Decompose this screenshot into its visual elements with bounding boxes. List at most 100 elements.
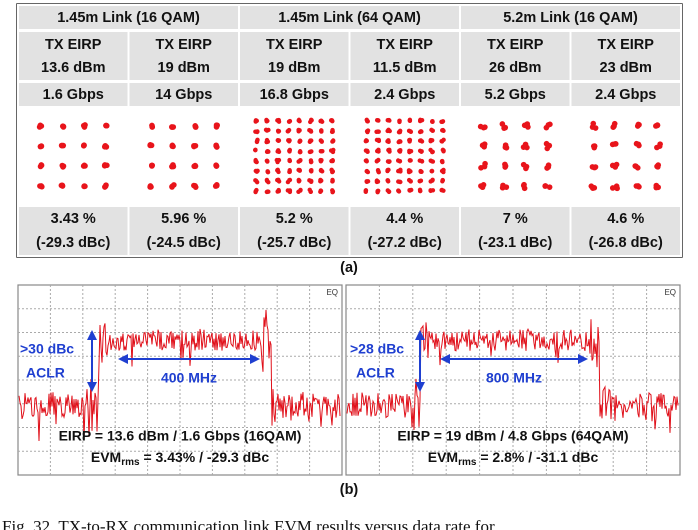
constellation-point — [254, 169, 260, 174]
constellation-point — [287, 168, 292, 173]
table-cell — [17, 205, 130, 257]
constellation-point — [255, 129, 260, 134]
constellation-point — [376, 118, 381, 123]
constellation-point — [376, 138, 382, 144]
group-header: 1.45m Link (64 QAM) — [278, 10, 421, 26]
table-cell — [569, 81, 682, 108]
data-rate: 1.6 Gbps — [43, 87, 104, 103]
constellation-point — [287, 119, 292, 124]
constellation-point — [523, 163, 530, 170]
constellation-point — [253, 147, 258, 153]
constellation-point — [80, 143, 87, 149]
constellation-point — [319, 138, 324, 144]
constellation-point — [169, 124, 175, 130]
constellation-point — [285, 128, 291, 134]
eirp-label: TX EIRP — [487, 37, 544, 53]
constellation-point — [524, 121, 531, 127]
constellation-point — [297, 158, 303, 164]
constellation-point — [387, 118, 392, 123]
constellation-point — [297, 149, 303, 154]
constellation-point — [396, 179, 401, 184]
data-rate: 14 Gbps — [155, 87, 212, 103]
constellation-point — [407, 148, 412, 154]
constellation-point — [590, 185, 596, 192]
constellation-point — [428, 158, 433, 163]
table-cell — [459, 107, 572, 206]
constellation-point — [418, 138, 424, 143]
eirp-value: 19 dBm — [268, 60, 320, 76]
eirp-value: 11.5 dBm — [373, 60, 437, 76]
constellation-point — [265, 139, 271, 144]
constellation-point — [654, 122, 661, 129]
constellation-point — [192, 123, 198, 129]
constellation-point — [385, 168, 390, 174]
constellation-point — [386, 127, 391, 133]
constellation-point — [276, 128, 282, 134]
constellation-point — [60, 164, 66, 170]
constellation-point — [213, 142, 219, 149]
constellation-point — [296, 177, 301, 183]
evm-percent: 4.4 % — [386, 211, 423, 227]
constellation-point — [265, 118, 270, 124]
constellation-point — [104, 162, 110, 169]
table-cell — [238, 205, 351, 257]
constellation-point — [298, 188, 303, 193]
constellation-point — [364, 148, 370, 154]
aclr-value: >30 dBc — [20, 341, 74, 357]
group-header: 5.2m Link (16 QAM) — [503, 10, 638, 26]
constellation-point — [212, 183, 219, 189]
constellation-point — [213, 163, 220, 169]
constellation-point — [171, 182, 177, 188]
constellation-point — [408, 129, 413, 134]
constellation-point — [254, 179, 260, 185]
constellation-point — [385, 188, 390, 193]
constellation-point — [428, 188, 433, 194]
constellation-point — [319, 128, 324, 133]
constellation-point — [147, 184, 153, 190]
constellation-point — [253, 159, 258, 164]
constellation-point — [319, 149, 324, 154]
evm-dbc: (-26.8 dBc) — [589, 235, 663, 251]
constellation-point — [363, 188, 369, 193]
constellation-point — [429, 119, 435, 124]
evm-percent: 5.96 % — [161, 211, 206, 227]
constellation-point — [385, 159, 391, 164]
constellation-point — [440, 179, 445, 184]
constellation-point — [297, 138, 303, 143]
figure-caption: Fig. 32. TX-to-RX communication link EVM… — [2, 517, 495, 530]
constellation-point — [330, 118, 335, 124]
constellation-point — [253, 189, 258, 194]
evm-dbc: (-23.1 dBc) — [478, 235, 552, 251]
evm-dbc: (-27.2 dBc) — [368, 235, 442, 251]
constellation-point — [296, 167, 301, 173]
constellation-point — [654, 144, 660, 151]
constellation-point — [365, 119, 370, 124]
constellation-point — [308, 189, 313, 195]
constellation-point — [406, 169, 412, 175]
constellation-point — [363, 138, 369, 144]
eirp-value: 13.6 dBm — [41, 60, 105, 76]
constellation-point — [309, 118, 314, 123]
constellation-point — [264, 177, 270, 183]
constellation-point — [385, 178, 391, 183]
constellation-point — [374, 178, 380, 183]
constellation-point — [37, 183, 43, 189]
constellation-point — [308, 129, 314, 134]
aclr-label: ACLR — [26, 365, 65, 381]
constellation-point — [287, 138, 292, 143]
panel-label: (b) — [340, 482, 359, 498]
constellation-point — [81, 183, 87, 190]
constellation-point — [430, 138, 435, 143]
constellation-point — [441, 137, 446, 143]
aclr-label: ACLR — [356, 365, 395, 381]
group-header: 1.45m Link (16 QAM) — [57, 10, 200, 26]
table-cell — [459, 205, 572, 257]
constellation-point — [429, 168, 435, 174]
link-summary: EIRP = 13.6 dBm / 1.6 Gbps (16QAM) — [59, 428, 302, 444]
constellation-point — [480, 182, 487, 188]
data-rate: 16.8 Gbps — [260, 87, 329, 103]
table-cell — [348, 30, 461, 82]
evm-percent: 3.43 % — [51, 211, 96, 227]
constellation-point — [397, 129, 403, 135]
